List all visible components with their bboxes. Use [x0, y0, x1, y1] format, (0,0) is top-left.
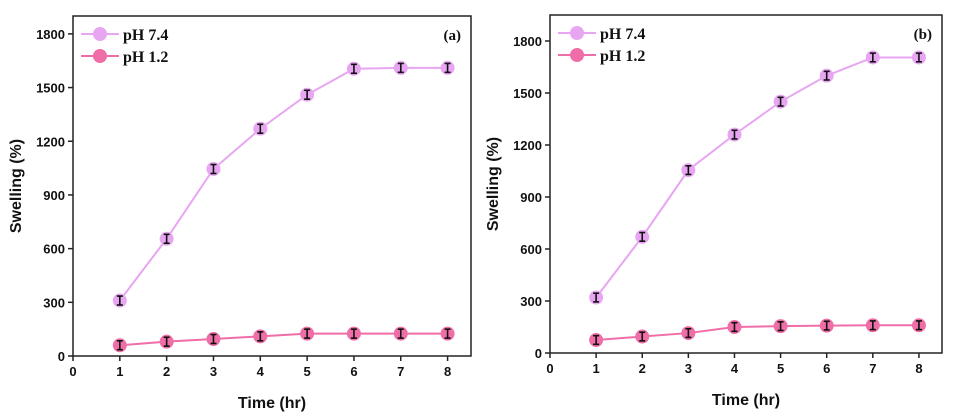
series-ph-7-4 — [589, 50, 926, 305]
series-line — [595, 56, 919, 299]
x-tick-label: 8 — [444, 364, 451, 379]
y-tick-label: 1200 — [513, 138, 542, 153]
series-ph-1-2 — [112, 326, 455, 353]
y-tick-label: 1800 — [36, 27, 65, 42]
y-axis-label: Swelling (%) — [485, 137, 502, 231]
y-tick-label: 1200 — [36, 134, 65, 149]
x-tick-label: 1 — [116, 364, 123, 379]
x-tick-label: 5 — [304, 364, 311, 379]
y-tick-label: 1500 — [36, 81, 65, 96]
y-axis-label: Swelling (%) — [8, 139, 25, 233]
legend-label: pH 1.2 — [600, 48, 645, 65]
y-tick-label: 900 — [43, 188, 65, 203]
x-tick-label: 5 — [777, 361, 784, 376]
x-axis-label: Time (hr) — [238, 395, 306, 412]
legend-marker — [570, 48, 584, 62]
legend-label: pH 7.4 — [123, 27, 168, 44]
x-tick-label: 8 — [915, 361, 922, 376]
panel-a: 0 1 2 3 4 5 6 7 8 0 300 600 900 1200 1500 1800 Time (hr)… — [8, 15, 472, 412]
y-tick-label: 0 — [58, 349, 65, 364]
series-line — [119, 332, 448, 347]
x-tick-label: 3 — [685, 361, 692, 376]
x-tick-label: 6 — [823, 361, 830, 376]
x-tick-label: 1 — [593, 361, 600, 376]
legend-label: pH 7.4 — [600, 26, 645, 43]
series-ph-7-4 — [112, 60, 455, 308]
x-tick-label: 2 — [639, 361, 646, 376]
legend-marker — [93, 27, 107, 41]
y-tick-label: 600 — [43, 242, 65, 257]
x-tick-label: 2 — [163, 364, 170, 379]
legend-marker — [570, 26, 584, 40]
series-line — [596, 324, 919, 341]
legend-marker — [93, 49, 107, 63]
x-tick-label: 7 — [869, 361, 876, 376]
series-line — [119, 66, 448, 302]
legend-label: pH 1.2 — [123, 49, 168, 66]
x-axis-label: Time (hr) — [712, 392, 780, 409]
x-tick-label: 0 — [546, 361, 553, 376]
y-tick-label: 600 — [520, 242, 542, 257]
x-tick-label: 6 — [350, 364, 357, 379]
series-ph-1-2 — [589, 318, 926, 347]
y-tick-label: 300 — [43, 295, 65, 310]
plot-frame — [549, 14, 943, 354]
panel-label: (a) — [444, 28, 462, 44]
x-tick-label: 4 — [257, 364, 265, 379]
y-tick-label: 0 — [535, 346, 542, 361]
x-tick-label: 4 — [731, 361, 739, 376]
x-tick-label: 7 — [397, 364, 404, 379]
y-tick-label: 1500 — [513, 86, 542, 101]
panel-b: 0 1 2 3 4 5 6 7 8 0 300 600 900 1200 1500 1800 Time (hr)… — [485, 14, 943, 409]
y-tick-label: 300 — [520, 294, 542, 309]
x-tick-label: 0 — [69, 364, 76, 379]
x-tick-label: 3 — [210, 364, 217, 379]
panel-label: (b) — [914, 27, 932, 43]
y-tick-label: 1800 — [513, 34, 542, 49]
plot-frame — [72, 15, 472, 357]
y-tick-label: 900 — [520, 190, 542, 205]
